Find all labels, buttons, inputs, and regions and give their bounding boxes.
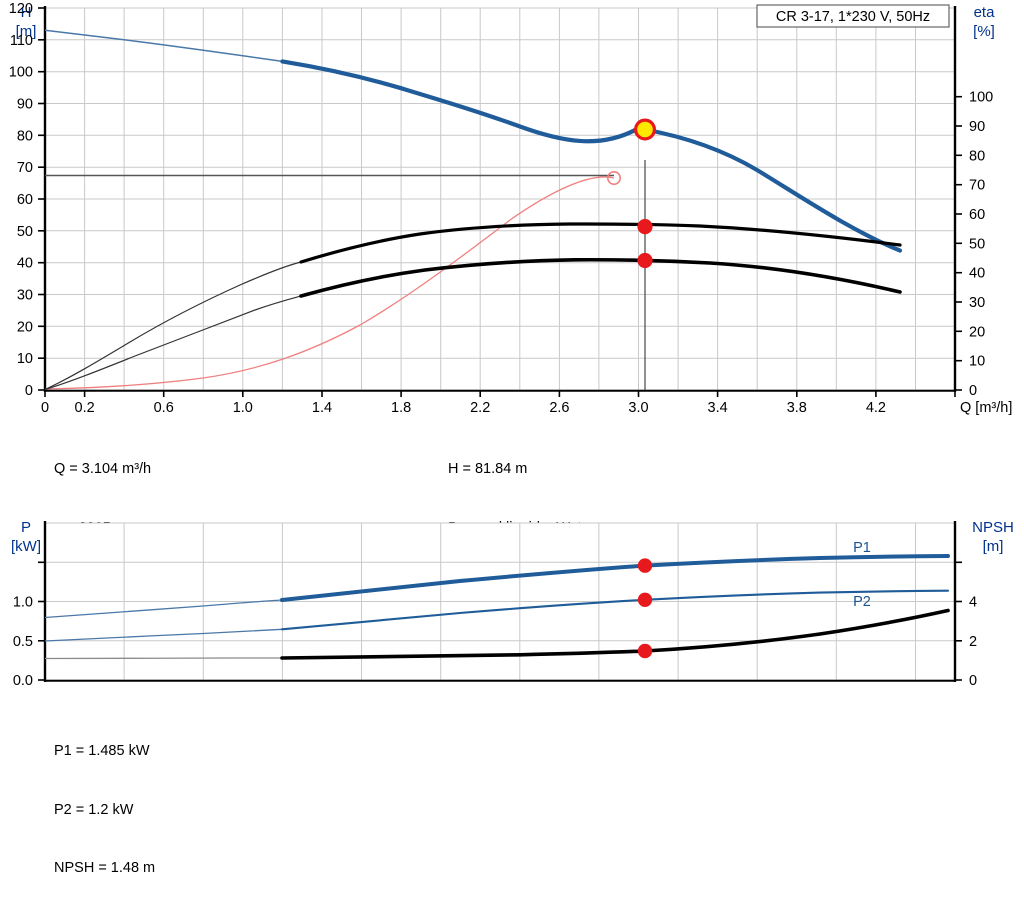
x-tick-0: 0 (41, 400, 49, 416)
p1-curve-thin (44, 599, 283, 619)
y-axis-left-ticks-top (38, 7, 45, 391)
grid-horizontal-top (45, 7, 955, 391)
eta-pump-curve-thin (44, 261, 302, 391)
y-axis-right-caption-line2-bottom: [m] (983, 538, 1004, 555)
y-axis-right-caption-line1: eta (974, 4, 996, 21)
curve-label-p1: P1 (853, 540, 871, 556)
y-right-tick-30: 30 (969, 295, 985, 311)
npsh-curve-thin (44, 657, 282, 660)
info-left-flow: Q = 3.104 m³/h (54, 461, 152, 477)
x-axis-ticks-top (44, 390, 956, 397)
red-npsh-overlay-curve (44, 176, 615, 390)
y-right-tick-70: 70 (969, 178, 985, 194)
p-tick-0: 0.0 (13, 673, 33, 689)
x-tick-0-6: 0.6 (154, 400, 174, 416)
y-left-tick-60: 60 (17, 192, 33, 208)
x-tick-3-8: 3.8 (787, 400, 807, 416)
p-tick-1-0: 1.0 (13, 595, 33, 611)
y-right-tick-0: 0 (969, 383, 977, 399)
title-box (756, 4, 950, 28)
y-axis-left-caption-line2: [m] (16, 23, 37, 40)
eta-pump-duty-dot (637, 219, 653, 235)
eta-pump-motor-duty-dot (637, 252, 653, 269)
x-tick-4-2: 4.2 (866, 400, 886, 416)
info-bottom-p2: P2 = 1.2 kW (54, 801, 134, 818)
power-npsh-svg: P [kW] NPSH [m] 0.0 0.5 1.0 0 2 4 (11, 519, 1014, 689)
y-left-tick-110: 110 (10, 33, 33, 49)
y-left-tick-40: 40 (17, 256, 33, 272)
npsh-duty-dot (637, 643, 653, 659)
y-right-tick-90: 90 (969, 119, 985, 135)
y-axis-left-caption-line1: H (21, 4, 32, 21)
x-tick-1-8: 1.8 (391, 400, 411, 416)
x-axis-caption: Q [m³/h] (960, 400, 1012, 416)
y-left-tick-100: 100 (9, 65, 33, 81)
head-efficiency-svg: H [m] eta [%] 0 10 20 30 40 50 60 70 80 … (9, 1, 1013, 416)
x-tick-2-2: 2.2 (470, 400, 490, 416)
y-axis-left-caption-line2-bottom: [kW] (11, 538, 41, 555)
head-curve-thin (44, 29, 283, 63)
y-right-tick-60: 60 (969, 207, 985, 223)
eta-pump-curve-thick (299, 222, 902, 264)
eta-pump-motor-curve-thick (299, 257, 902, 298)
head-efficiency-chart: H [m] eta [%] 0 10 20 30 40 50 60 70 80 … (0, 0, 1024, 420)
y-left-tick-30: 30 (17, 288, 33, 304)
info-bottom-npsh: NPSH = 1.48 m (54, 860, 156, 876)
npsh-open-marker (606, 171, 621, 186)
y-right-tick-20: 20 (969, 324, 985, 340)
x-tick-2-6: 2.6 (549, 400, 569, 416)
y-axis-left-caption-line1-bottom: P (21, 519, 31, 536)
p-tick-0-5: 0.5 (13, 634, 33, 650)
p2-duty-dot (637, 592, 653, 607)
grid-vertical-top (44, 8, 956, 390)
eta-pump-motor-curve-thin (44, 295, 302, 391)
y-right-tick-50: 50 (969, 236, 985, 252)
y-left-tick-120: 120 (9, 1, 33, 17)
info-block-bottom: P1 = 1.485 kW P2 = 1.2 kW NPSH = 1.48 m (54, 703, 155, 918)
npsh-tick-0: 0 (969, 673, 977, 689)
y-left-tick-20: 20 (17, 319, 33, 335)
y-left-tick-70: 70 (17, 160, 33, 176)
curve-label-p2: P2 (853, 594, 871, 610)
y-left-tick-80: 80 (17, 128, 33, 144)
y-left-tick-50: 50 (17, 224, 33, 240)
x-tick-1-0: 1.0 (233, 400, 253, 416)
head-curve-thick (280, 59, 903, 253)
x-tick-0-2: 0.2 (75, 400, 95, 416)
y-axis-right-ticks-top (955, 95, 962, 391)
y-axis-left-ticks-bottom (38, 561, 45, 681)
npsh-tick-2: 2 (969, 634, 977, 650)
y-right-tick-100: 100 (969, 90, 993, 106)
y-left-tick-10: 10 (17, 351, 33, 367)
npsh-tick-4: 4 (969, 595, 977, 611)
y-left-tick-90: 90 (17, 97, 33, 113)
pump-curve-page: H [m] eta [%] 0 10 20 30 40 50 60 70 80 … (0, 0, 1024, 876)
x-tick-3-4: 3.4 (708, 400, 728, 416)
y-right-tick-40: 40 (969, 266, 985, 282)
y-axis-right-caption-line2: [%] (973, 23, 995, 40)
info-bottom-p1: P1 = 1.485 kW (54, 743, 150, 759)
power-npsh-chart: P [kW] NPSH [m] 0.0 0.5 1.0 0 2 4 (0, 515, 1024, 700)
duty-point-marker (633, 118, 656, 141)
info-right-head: H = 81.84 m (448, 461, 528, 477)
y-right-tick-80: 80 (969, 148, 985, 164)
p2-curve-thin (44, 628, 283, 642)
title-box-label: CR 3-17, 1*230 V, 50Hz (776, 9, 930, 25)
y-axis-right-ticks-bottom (955, 561, 962, 681)
x-tick-1-4: 1.4 (312, 400, 332, 416)
y-left-tick-0: 0 (25, 383, 33, 399)
x-tick-3-0: 3.0 (628, 400, 648, 416)
p1-duty-dot (637, 558, 653, 573)
y-axis-right-caption-line1-bottom: NPSH (972, 519, 1014, 536)
y-right-tick-10: 10 (969, 354, 985, 370)
